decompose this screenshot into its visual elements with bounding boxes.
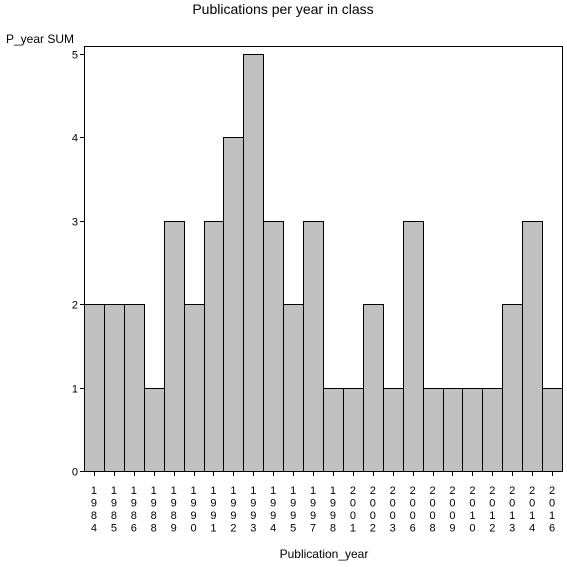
bar-2002 bbox=[363, 304, 384, 472]
bar-2014 bbox=[522, 221, 543, 472]
x-axis-label: Publication_year bbox=[280, 547, 369, 561]
bar-2003 bbox=[383, 388, 404, 472]
y-tick-label: 3 bbox=[72, 217, 78, 229]
bar-2001 bbox=[343, 388, 364, 472]
y-tick-label: 0 bbox=[72, 467, 78, 479]
bar-1985 bbox=[104, 304, 125, 472]
bar-1988 bbox=[144, 388, 165, 472]
y-axis: 0 1 2 3 4 5 bbox=[72, 50, 84, 479]
chart-title: Publications per year in class bbox=[192, 1, 373, 17]
bar-1997 bbox=[303, 221, 324, 472]
bar-2010 bbox=[462, 388, 483, 472]
y-axis-label: P_year SUM bbox=[6, 32, 74, 46]
bar-2013 bbox=[502, 304, 523, 472]
bar-1993 bbox=[243, 54, 264, 472]
bar-1986 bbox=[124, 304, 145, 472]
bar-1991 bbox=[204, 221, 224, 472]
bar-1995 bbox=[283, 304, 304, 472]
bars-group bbox=[84, 54, 563, 472]
y-tick-label: 4 bbox=[72, 133, 78, 145]
bar-1990 bbox=[184, 304, 205, 472]
bar-1994 bbox=[263, 221, 284, 472]
plot-frame bbox=[84, 46, 563, 472]
x-axis: 1 9 8 4 1 9 8 5 1 9 8 6 1 9 8 8 1 9 8 9 1 9 9 0 1 9 9 1 1 9 9 2 1 9 9 3 1 9 9 4… bbox=[91, 471, 555, 535]
bar-1998 bbox=[323, 388, 344, 472]
bar-2012 bbox=[482, 388, 503, 472]
bar-2009 bbox=[443, 388, 463, 472]
bar-2008 bbox=[423, 388, 444, 472]
bar-1992 bbox=[223, 137, 244, 472]
bar-2006 bbox=[403, 221, 424, 472]
y-tick-label: 2 bbox=[72, 300, 78, 312]
y-tick-label: 5 bbox=[72, 50, 78, 62]
bar-1984 bbox=[84, 304, 105, 472]
bar-1989 bbox=[164, 221, 185, 472]
y-tick-label: 1 bbox=[72, 384, 78, 396]
bar-2016 bbox=[542, 388, 563, 472]
